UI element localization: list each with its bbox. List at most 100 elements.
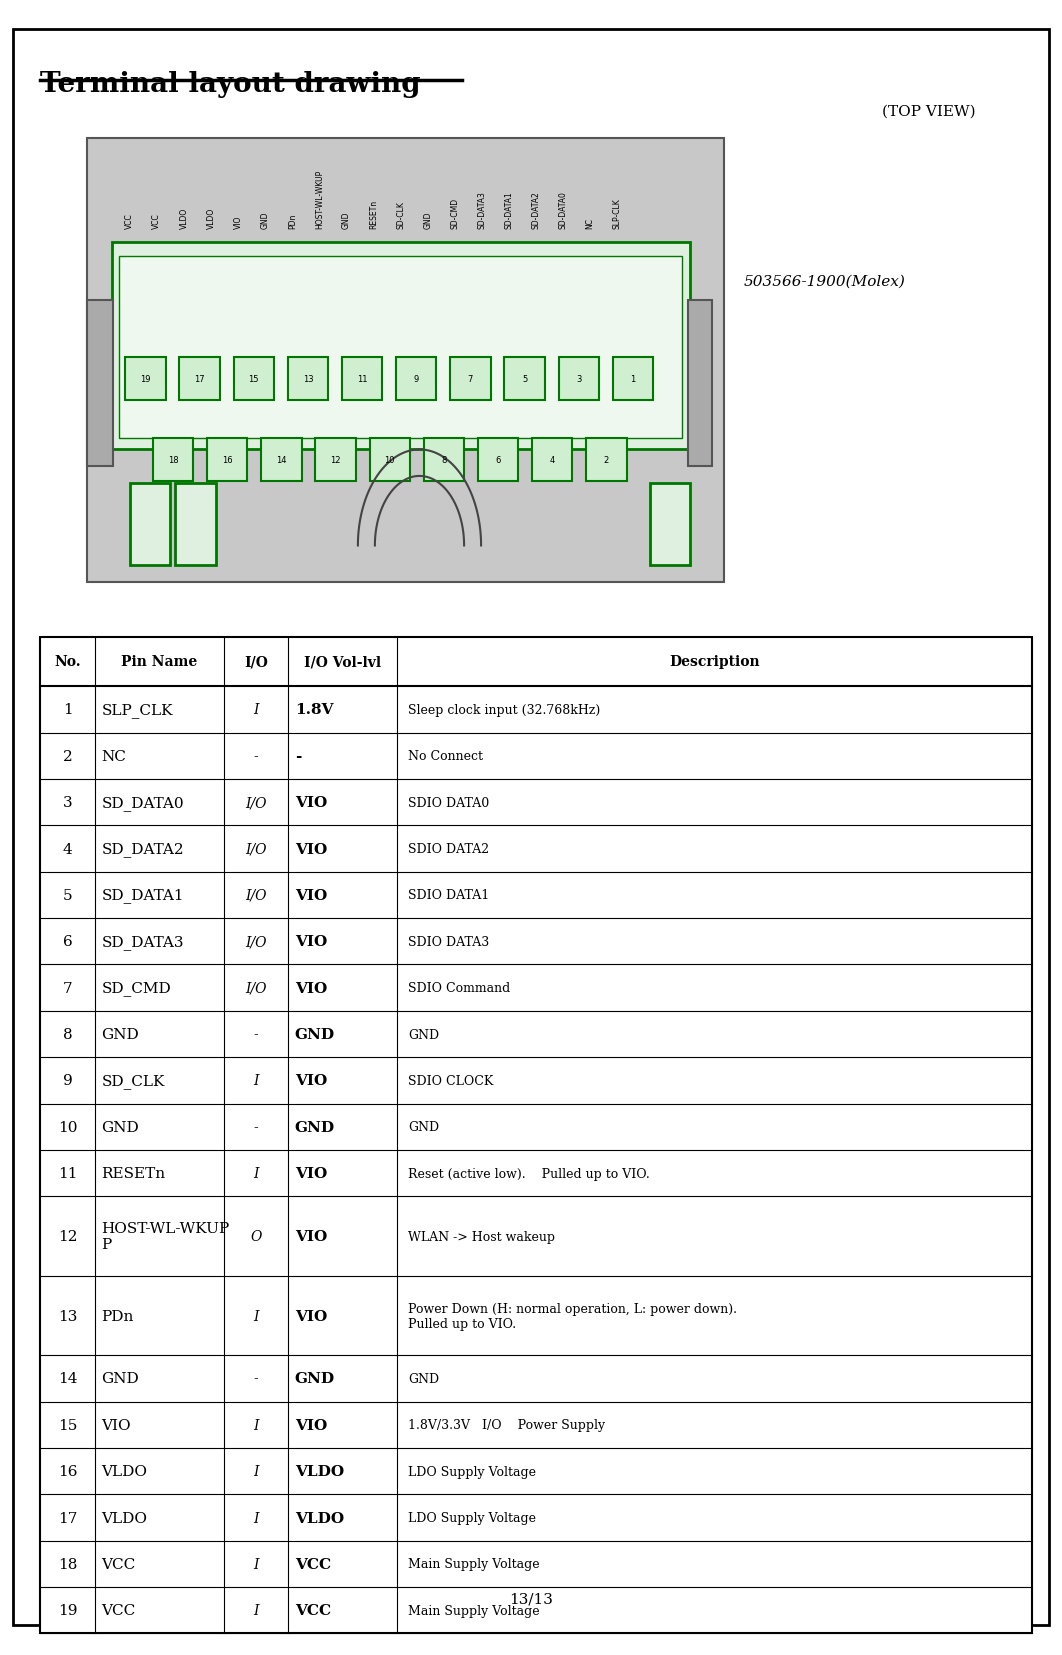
Text: SD-DATA2: SD-DATA2 bbox=[531, 190, 541, 228]
Text: VIO: VIO bbox=[295, 1230, 327, 1243]
Bar bbox=[688, 301, 712, 467]
Text: GND: GND bbox=[408, 1120, 440, 1134]
Text: LDO Supply Voltage: LDO Supply Voltage bbox=[408, 1511, 536, 1524]
Text: O: O bbox=[251, 1230, 262, 1243]
Text: SD_CLK: SD_CLK bbox=[101, 1074, 165, 1087]
Text: VLDO: VLDO bbox=[295, 1465, 344, 1478]
Text: VIO: VIO bbox=[295, 1309, 327, 1322]
Bar bbox=[261, 439, 302, 482]
Text: SD_DATA1: SD_DATA1 bbox=[101, 889, 184, 902]
Text: 6: 6 bbox=[495, 455, 501, 465]
Text: 8: 8 bbox=[63, 1028, 72, 1041]
Text: RESETn: RESETn bbox=[369, 199, 378, 228]
Text: 15: 15 bbox=[249, 374, 259, 384]
Text: (TOP VIEW): (TOP VIEW) bbox=[883, 104, 976, 118]
Text: GND: GND bbox=[408, 1028, 440, 1041]
Text: GND: GND bbox=[295, 1028, 335, 1041]
Text: PDn: PDn bbox=[288, 213, 296, 228]
Text: I: I bbox=[254, 1465, 259, 1478]
Bar bbox=[207, 439, 247, 482]
Text: I: I bbox=[254, 1167, 259, 1180]
Text: I: I bbox=[254, 1418, 259, 1432]
Text: SDIO CLOCK: SDIO CLOCK bbox=[408, 1074, 494, 1087]
Bar bbox=[153, 439, 193, 482]
Text: VIO: VIO bbox=[295, 935, 327, 948]
Text: 18: 18 bbox=[58, 1557, 78, 1571]
Text: 14: 14 bbox=[58, 1372, 78, 1385]
Text: SLP_CLK: SLP_CLK bbox=[101, 703, 173, 717]
Bar bbox=[559, 357, 599, 401]
Bar bbox=[650, 483, 690, 566]
Text: -: - bbox=[254, 1028, 258, 1041]
Text: GND: GND bbox=[101, 1028, 139, 1041]
Text: WLAN -> Host wakeup: WLAN -> Host wakeup bbox=[408, 1230, 555, 1243]
Text: 15: 15 bbox=[58, 1418, 78, 1432]
Text: Pin Name: Pin Name bbox=[121, 655, 198, 669]
Text: VCC: VCC bbox=[295, 1557, 331, 1571]
Text: No.: No. bbox=[54, 655, 81, 669]
Bar bbox=[315, 439, 356, 482]
Text: NC: NC bbox=[586, 217, 595, 228]
Text: SD-DATA0: SD-DATA0 bbox=[559, 190, 567, 228]
Text: 5: 5 bbox=[523, 374, 527, 384]
Bar bbox=[370, 439, 410, 482]
Bar bbox=[87, 139, 724, 583]
Text: 2: 2 bbox=[604, 455, 609, 465]
Text: Main Supply Voltage: Main Supply Voltage bbox=[408, 1557, 539, 1571]
Text: VLDO: VLDO bbox=[295, 1511, 344, 1524]
Text: VCC: VCC bbox=[125, 212, 134, 228]
Text: SD_DATA2: SD_DATA2 bbox=[101, 842, 184, 856]
Text: 17: 17 bbox=[58, 1511, 78, 1524]
Text: VCC: VCC bbox=[295, 1604, 331, 1617]
Text: Power Down (H: normal operation, L: power down).
Pulled up to VIO.: Power Down (H: normal operation, L: powe… bbox=[408, 1302, 737, 1329]
Text: SD-DATA3: SD-DATA3 bbox=[477, 190, 486, 228]
Bar bbox=[478, 439, 518, 482]
Text: 9: 9 bbox=[414, 374, 418, 384]
Bar bbox=[396, 357, 436, 401]
Bar bbox=[288, 357, 328, 401]
Text: SDIO DATA1: SDIO DATA1 bbox=[408, 889, 490, 902]
Text: SDIO DATA2: SDIO DATA2 bbox=[408, 842, 490, 856]
Text: VLDO: VLDO bbox=[179, 207, 188, 228]
Text: 4: 4 bbox=[550, 455, 554, 465]
Bar bbox=[532, 439, 572, 482]
Text: SD_DATA0: SD_DATA0 bbox=[101, 796, 184, 809]
Text: SLP-CLK: SLP-CLK bbox=[613, 197, 621, 228]
Text: HOST-WL-WKUP
P: HOST-WL-WKUP P bbox=[101, 1221, 229, 1251]
Bar bbox=[112, 243, 690, 450]
Text: NC: NC bbox=[101, 750, 126, 763]
Text: 12: 12 bbox=[58, 1230, 78, 1243]
Bar bbox=[179, 357, 220, 401]
Text: VIO: VIO bbox=[295, 1074, 327, 1087]
Text: 7: 7 bbox=[63, 981, 72, 995]
Bar bbox=[424, 439, 464, 482]
Text: GND: GND bbox=[423, 210, 432, 228]
Text: GND: GND bbox=[261, 210, 270, 228]
Text: VIO: VIO bbox=[295, 1418, 327, 1432]
Text: 5: 5 bbox=[63, 889, 72, 902]
Text: I: I bbox=[254, 1511, 259, 1524]
Text: RESETn: RESETn bbox=[101, 1167, 166, 1180]
Text: Sleep clock input (32.768kHz): Sleep clock input (32.768kHz) bbox=[408, 703, 600, 717]
Text: 1: 1 bbox=[631, 374, 635, 384]
Text: 3: 3 bbox=[63, 796, 72, 809]
Text: VIO: VIO bbox=[295, 796, 327, 809]
Text: 1: 1 bbox=[63, 703, 72, 717]
Text: SD-CLK: SD-CLK bbox=[396, 200, 405, 228]
Text: GND: GND bbox=[408, 1372, 440, 1385]
Text: 13/13: 13/13 bbox=[509, 1592, 553, 1605]
Text: 2: 2 bbox=[63, 750, 72, 763]
Text: VIO: VIO bbox=[101, 1418, 131, 1432]
Text: VIO: VIO bbox=[234, 215, 242, 228]
Text: 11: 11 bbox=[357, 374, 367, 384]
Text: 19: 19 bbox=[58, 1604, 78, 1617]
Text: 18: 18 bbox=[168, 455, 178, 465]
Text: GND: GND bbox=[101, 1120, 139, 1134]
Text: 13: 13 bbox=[58, 1309, 78, 1322]
Text: No Connect: No Connect bbox=[408, 750, 483, 763]
Text: VLDO: VLDO bbox=[206, 207, 216, 228]
Text: 7: 7 bbox=[467, 374, 474, 384]
Text: PDn: PDn bbox=[101, 1309, 134, 1322]
Text: -: - bbox=[254, 750, 258, 763]
Text: 12: 12 bbox=[330, 455, 341, 465]
